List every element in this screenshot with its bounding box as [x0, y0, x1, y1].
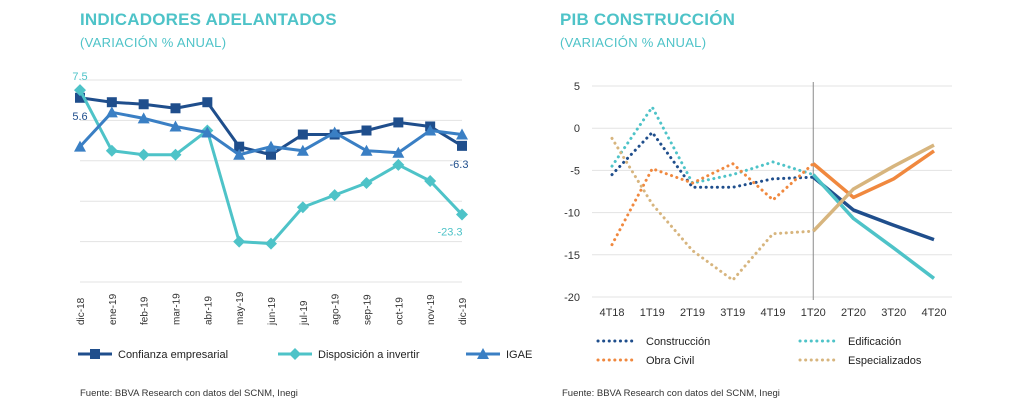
x-tick-label: feb-19 [140, 296, 151, 325]
right-chart-title: PIB CONSTRUCCIÓN [560, 10, 736, 29]
data-point-confianza-empresarial [297, 129, 308, 140]
x-tick-label: 4T20 [921, 307, 946, 319]
left-chart-source: Fuente: BBVA Research con datos del SCNM… [80, 388, 298, 399]
x-tick-label: sep-19 [363, 294, 374, 325]
y-tick-label: -10 [564, 208, 580, 220]
x-tick-label: 4T18 [599, 307, 624, 319]
data-point-igae [105, 106, 118, 118]
y-tick-label: -15 [564, 250, 580, 262]
legend-marker-confianza-empresarial [90, 349, 100, 359]
data-point-igae [233, 148, 246, 160]
data-point-igae [169, 120, 182, 132]
legend-label-igae: IGAE [506, 349, 532, 361]
data-label: 7.5 [72, 71, 87, 83]
x-tick-label: dic-18 [76, 297, 87, 325]
x-tick-label: 2T19 [680, 307, 705, 319]
x-tick-label: may-19 [235, 291, 246, 325]
series-line-edificacion-historical [610, 105, 815, 185]
data-point-disposicion-a-invertir [74, 84, 86, 97]
x-tick-label: 4T19 [760, 307, 785, 319]
series-line-obra-civil-forecast [812, 149, 935, 200]
data-point-igae [392, 146, 405, 158]
series-line-especializados-historical [610, 136, 815, 282]
x-tick-label: dic-19 [458, 297, 469, 325]
data-point-igae [137, 112, 150, 124]
data-point-igae [201, 126, 214, 138]
data-label: -23.3 [437, 227, 462, 239]
data-point-confianza-empresarial [361, 125, 372, 136]
x-tick-label: 2T20 [841, 307, 866, 319]
data-point-disposicion-a-invertir [392, 158, 405, 171]
x-tick-label: jul-19 [299, 300, 310, 326]
x-tick-label: oct-19 [394, 297, 405, 325]
legend-label-obra-civil: Obra Civil [646, 355, 694, 367]
x-tick-label: abr-19 [203, 296, 214, 325]
data-label: -6.3 [450, 159, 469, 171]
legend-label-especializados: Especializados [848, 355, 922, 367]
data-point-igae [456, 128, 468, 140]
data-point-disposicion-a-invertir [105, 144, 118, 157]
y-tick-label: -20 [564, 292, 580, 304]
x-tick-label: jun-19 [267, 297, 278, 326]
legend-marker-igae [477, 348, 489, 359]
data-point-igae [360, 144, 373, 156]
legend-label-edificacion: Edificación [848, 336, 901, 348]
data-point-igae [328, 126, 341, 138]
x-tick-label: mar-19 [172, 293, 183, 325]
legend-label-construccion: Construcción [646, 336, 710, 348]
data-point-confianza-empresarial [138, 99, 149, 110]
right-chart-subtitle: (VARIACIÓN % ANUAL) [560, 35, 707, 50]
data-point-disposicion-a-invertir [137, 148, 150, 161]
series-line-edificacion-forecast [811, 173, 936, 280]
data-point-igae [74, 140, 86, 152]
y-tick-label: -5 [570, 165, 580, 177]
left-chart-subtitle: (VARIACIÓN % ANUAL) [80, 35, 227, 50]
y-tick-label: 5 [574, 81, 580, 93]
x-tick-label: 1T20 [801, 307, 826, 319]
left-chart-title: INDICADORES ADELANTADOS [80, 10, 337, 29]
x-tick-label: nov-19 [426, 294, 437, 325]
data-point-confianza-empresarial [393, 117, 404, 128]
data-point-disposicion-a-invertir [456, 208, 468, 221]
data-point-confianza-empresarial [457, 140, 467, 151]
legend-marker-disposicion-a-invertir [289, 348, 301, 360]
data-point-igae [265, 140, 277, 152]
series-line-construccion-historical [610, 130, 815, 189]
data-point-confianza-empresarial [170, 103, 181, 114]
legend-label-confianza-empresarial: Confianza empresarial [118, 349, 228, 361]
data-point-disposicion-a-invertir [328, 189, 341, 202]
data-point-disposicion-a-invertir [424, 175, 437, 187]
data-point-confianza-empresarial [202, 97, 213, 108]
data-point-disposicion-a-invertir [169, 148, 182, 161]
series-line-especializados-forecast [811, 143, 935, 233]
series-line-obra-civil-historical [610, 162, 815, 247]
right-chart-source: Fuente: BBVA Research con datos del SCNM… [562, 388, 780, 399]
x-tick-label: ago-19 [331, 293, 342, 325]
data-point-disposicion-a-invertir [233, 235, 246, 248]
y-tick-label: 0 [574, 123, 580, 135]
data-point-confianza-empresarial [266, 149, 276, 160]
data-point-igae [424, 124, 437, 136]
x-tick-label: ene-19 [108, 293, 119, 325]
data-label: 5.6 [72, 111, 87, 123]
legend-label-disposicion-a-invertir: Disposición a invertir [318, 349, 420, 361]
data-point-disposicion-a-invertir [265, 237, 277, 250]
data-point-disposicion-a-invertir [296, 201, 309, 214]
series-line-construccion-forecast [812, 175, 935, 242]
x-tick-label: 1T19 [640, 307, 665, 319]
data-point-confianza-empresarial [106, 97, 117, 108]
x-tick-label: 3T20 [881, 307, 906, 319]
data-point-confianza-empresarial [75, 92, 85, 103]
data-point-confianza-empresarial [234, 141, 245, 152]
data-point-igae [296, 144, 309, 156]
data-point-disposicion-a-invertir [360, 177, 373, 190]
x-tick-label: 3T19 [720, 307, 745, 319]
left-chart: dic-18 ene-19 feb-19 mar-19 abr-19 may-19 jun-… [72, 71, 532, 361]
